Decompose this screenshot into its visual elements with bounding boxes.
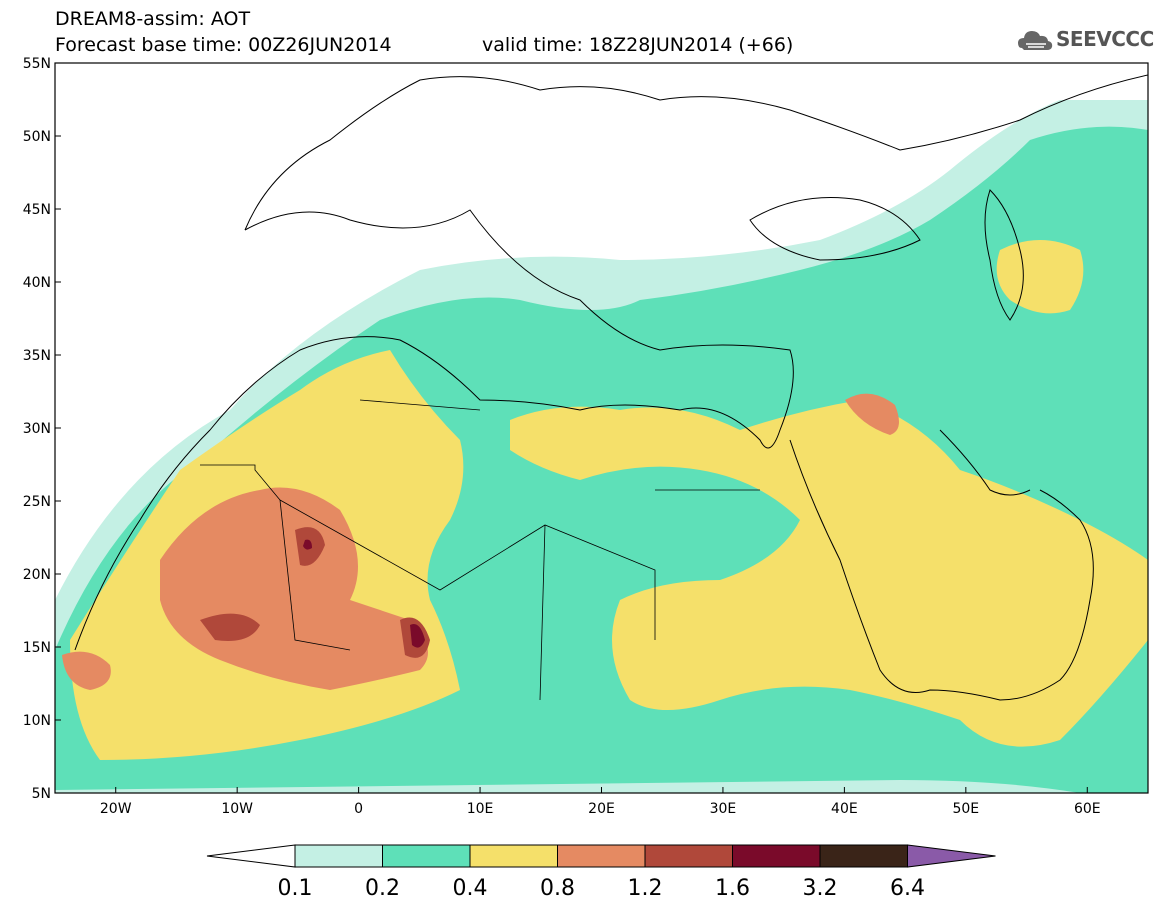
aot-band-0.8-west — [62, 651, 111, 690]
longitude-axis: 20W 10W 0 10E 20E 30E 40E 50E 60E — [100, 787, 1101, 817]
colorbar-label: 0.2 — [365, 876, 400, 901]
lat-tick-label: 40N — [23, 275, 51, 291]
borders-africa — [200, 399, 760, 701]
coastline-gulf — [939, 429, 1031, 496]
aot-band-0.4-east — [510, 400, 1148, 747]
colorbar-cell — [557, 844, 646, 868]
aot-band-0.8-iraq — [845, 393, 899, 435]
logo-text: SEEVCCC — [1056, 27, 1154, 51]
aot-band-0.4-caspian — [996, 240, 1084, 314]
lat-tick-label: 35N — [23, 348, 51, 364]
lat-tick-label: 10N — [23, 713, 51, 729]
lat-tick-label: 15N — [23, 640, 51, 656]
colorbar-cell — [469, 844, 558, 868]
lon-tick-label: 20W — [100, 801, 132, 817]
coastline-redsea — [789, 439, 1094, 701]
colorbar-cell — [732, 844, 821, 868]
colorbar-min-arrow — [206, 844, 296, 868]
lat-tick-label: 5N — [32, 786, 51, 802]
coastline-europe — [244, 74, 1148, 231]
lon-tick-label: 10E — [467, 801, 494, 817]
lon-tick-label: 50E — [952, 801, 979, 817]
colorbar-label: 6.4 — [890, 876, 925, 901]
colorbar-label: 0.4 — [453, 876, 488, 901]
colorbar-label: 1.2 — [628, 876, 663, 901]
aot-field — [55, 63, 1148, 793]
lon-tick-label: 40E — [831, 801, 858, 817]
lon-tick-label: 60E — [1074, 801, 1101, 817]
lat-tick-label: 20N — [23, 567, 51, 583]
lon-tick-label: 20E — [588, 801, 615, 817]
aot-band-1.6 — [303, 539, 425, 648]
colorbar-max-arrow — [907, 844, 996, 868]
lon-tick-label: 30E — [710, 801, 737, 817]
valid-time: valid time: 18Z28JUN2014 (+66) — [482, 34, 794, 56]
coastline-caspian — [984, 189, 1024, 321]
colorbar-cell — [294, 844, 383, 868]
coastline-med — [74, 209, 794, 651]
lat-tick-label: 25N — [23, 494, 51, 510]
lat-tick-label: 30N — [23, 421, 51, 437]
cloud-icon — [1018, 31, 1053, 50]
colorbar-label: 3.2 — [803, 876, 838, 901]
colorbar-label: 1.6 — [715, 876, 750, 901]
latitude-axis: 5N 10N 15N 20N 25N 30N 35N 40N 45N 50N 55N — [23, 56, 61, 802]
lat-tick-label: 55N — [23, 56, 51, 72]
coastline-blacksea — [749, 197, 921, 261]
chart-title: DREAM8-assim: AOT — [55, 8, 251, 30]
lat-tick-label: 50N — [23, 129, 51, 145]
lon-tick-label: 10W — [221, 801, 253, 817]
colorbar-label: 0.8 — [540, 876, 575, 901]
lon-tick-label: 0 — [354, 801, 363, 817]
forecast-base-time: Forecast base time: 00Z26JUN2014 — [55, 34, 392, 56]
lat-tick-label: 45N — [23, 202, 51, 218]
aot-band-1.2 — [200, 527, 430, 658]
colorbar-cell — [819, 844, 908, 868]
colorbar-label: 0.1 — [278, 876, 313, 901]
colorbar-cell — [644, 844, 733, 868]
colorbar-cell — [382, 844, 471, 868]
